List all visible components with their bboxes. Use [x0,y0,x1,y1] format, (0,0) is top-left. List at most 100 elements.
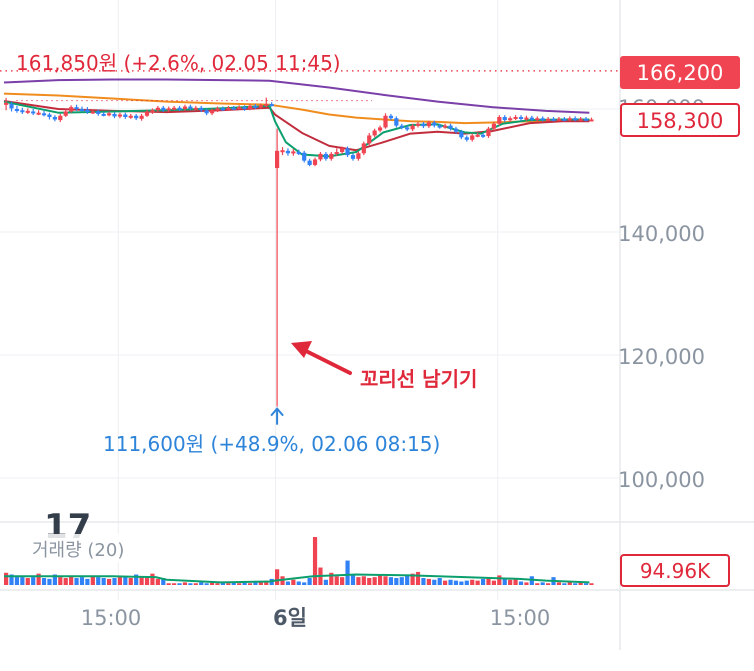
candle-body[interactable] [497,116,502,124]
candle-body[interactable] [589,119,594,122]
candle-body[interactable] [518,116,524,119]
candle-body[interactable] [231,107,236,110]
candle-body[interactable] [128,115,133,118]
candle-body[interactable] [9,104,14,109]
candle-body[interactable] [372,130,377,136]
candle-body[interactable] [247,105,253,109]
candle-body[interactable] [480,134,486,137]
candle-body[interactable] [426,122,431,127]
candle-body[interactable] [258,105,263,108]
candle-body[interactable] [90,111,95,114]
candle-body[interactable] [237,107,242,110]
candle-body[interactable] [307,160,312,165]
candlesticks[interactable] [4,97,594,407]
candle-body[interactable] [134,115,139,119]
candle-body[interactable] [285,150,291,154]
candle-body[interactable] [529,117,534,120]
candle-body[interactable] [345,148,350,156]
candle-body[interactable] [242,107,247,110]
candle-body[interactable] [79,109,85,111]
candle-body[interactable] [14,109,20,111]
candle-body[interactable] [540,118,545,121]
candle-body[interactable] [410,125,415,130]
candle-body[interactable] [275,150,280,169]
candle-body[interactable] [475,134,480,137]
candle-body[interactable] [74,107,79,110]
candle-body[interactable] [291,151,296,154]
candle-body[interactable] [25,110,30,113]
candle-body[interactable] [155,107,160,111]
candle-body[interactable] [340,148,345,153]
candle-body[interactable] [161,107,166,111]
candle-body[interactable] [367,135,372,144]
candle-body[interactable] [405,127,410,130]
candle-body[interactable] [209,110,215,114]
candle-body[interactable] [323,153,328,159]
candle-body[interactable] [226,107,231,110]
candle-body[interactable] [31,111,36,114]
candle-body[interactable] [20,110,25,113]
candle-body[interactable] [85,109,90,113]
candle-body[interactable] [144,111,150,116]
candle-body[interactable] [101,113,106,116]
candle-body[interactable] [318,153,323,160]
candle-body[interactable] [150,110,155,113]
candle-body[interactable] [459,131,464,138]
candle-body[interactable] [377,127,383,131]
candle-body[interactable] [421,123,426,127]
candle-body[interactable] [166,108,171,111]
candle-body[interactable] [464,137,469,140]
candle-body[interactable] [432,122,437,126]
candle-body[interactable] [117,114,123,117]
candle-body[interactable] [58,115,63,121]
candle-body[interactable] [96,111,101,114]
candle-body[interactable] [302,152,307,161]
candle-body[interactable] [508,118,513,121]
candle-body[interactable] [52,116,57,120]
candle-body[interactable] [264,104,269,107]
candle-body[interactable] [551,118,556,121]
candle-body[interactable] [356,153,361,159]
candle-body[interactable] [491,123,496,129]
candle-body[interactable] [486,128,491,137]
candle-body[interactable] [448,125,453,129]
candle-body[interactable] [415,123,421,126]
candle-body[interactable] [123,114,128,117]
candle-body[interactable] [470,135,475,140]
candle-body[interactable] [329,153,334,159]
candle-body[interactable] [220,108,225,111]
candle-body[interactable] [269,104,274,107]
candle-body[interactable] [106,113,112,116]
candle-body[interactable] [453,128,459,132]
candle-body[interactable] [41,113,47,116]
candle-body[interactable] [188,106,193,109]
candle-body[interactable] [443,125,448,128]
candle-body[interactable] [139,115,144,119]
candle-body[interactable] [556,118,562,121]
candle-body[interactable] [350,155,356,159]
candle-body[interactable] [578,118,583,121]
candle-body[interactable] [524,117,529,120]
candle-body[interactable] [546,118,551,121]
candle-body[interactable] [437,125,442,128]
candle-body[interactable] [253,105,258,108]
candle-body[interactable] [394,118,399,126]
candle-body[interactable] [535,118,540,121]
candle-body[interactable] [399,125,404,128]
candle-body[interactable] [112,113,117,117]
candle-body[interactable] [280,150,285,153]
candle-body[interactable] [562,118,567,121]
candle-body[interactable] [172,107,177,110]
candle-body[interactable] [383,115,388,128]
candle-body[interactable] [583,118,589,121]
candle-body[interactable] [573,118,578,121]
candle-body[interactable] [334,152,339,155]
candle-body[interactable] [36,112,41,115]
candle-body[interactable] [361,143,366,154]
candle-body[interactable] [502,116,507,121]
candle-body[interactable] [204,110,209,114]
candle-body[interactable] [63,111,68,116]
candle-body[interactable] [388,115,394,119]
candle-body[interactable] [215,108,220,111]
candle-body[interactable] [567,118,572,121]
